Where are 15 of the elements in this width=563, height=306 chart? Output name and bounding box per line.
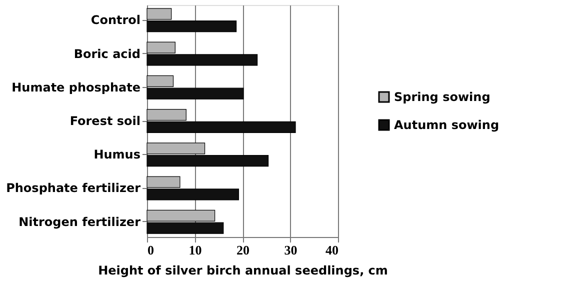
legend-label: Autumn sowing [394, 118, 500, 132]
y-tick-label: Nitrogen fertilizer [18, 214, 141, 229]
y-tick-label: Boric acid [74, 46, 140, 61]
y-tick-label: Phosphate fertilizer [6, 181, 141, 196]
y-tick-label: Control [90, 13, 140, 28]
y-tick-label: Humate phosphate [12, 80, 140, 94]
x-tick-label: 0 [148, 242, 154, 258]
x-tick-label: 30 [284, 242, 298, 258]
x-tick-label: 40 [326, 242, 338, 258]
y-tick-label: Forest soil [70, 114, 140, 128]
legend-label: Spring sowing [394, 90, 490, 104]
x-tick-label: 10 [188, 242, 202, 258]
y-tick-label: Humus [94, 148, 140, 162]
x-axis-title: Height of silver birch annual seedlings, cm [98, 264, 388, 278]
x-tick-label: 20 [236, 242, 250, 258]
